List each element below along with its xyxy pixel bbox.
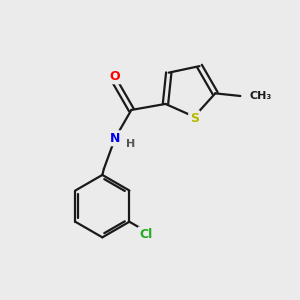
Text: O: O [110,70,120,83]
Text: H: H [126,139,135,148]
Text: N: N [110,132,120,145]
Text: S: S [190,112,199,125]
Text: Cl: Cl [139,228,152,241]
Text: CH₃: CH₃ [250,91,272,101]
